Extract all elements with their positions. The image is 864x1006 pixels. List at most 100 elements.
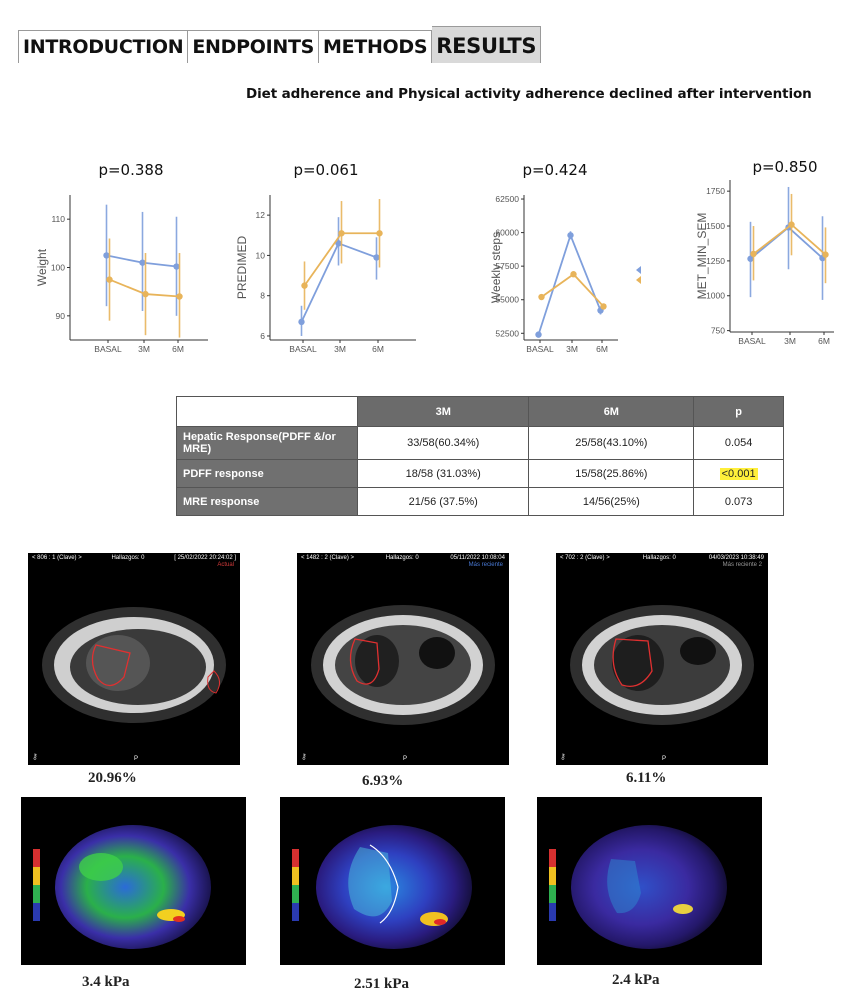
data-point: [750, 250, 757, 258]
cell-3m: 33/58(60.34%): [356, 426, 530, 460]
elastography-caption: 3.4 kPa: [82, 974, 130, 990]
mri-status: Actual: [217, 562, 234, 568]
y-tick-label: 60000: [495, 228, 519, 238]
chart-title: p=0.850: [752, 158, 817, 176]
mri-findings: Hallazgos: 0: [111, 555, 145, 561]
row-label: MRE response: [176, 487, 358, 516]
elastography-caption: 2.4 kPa: [612, 972, 660, 988]
data-point: [538, 293, 545, 301]
mri-header: < 1482 : 2 (Clave) > Hallazgos: 0 05/11/…: [301, 555, 505, 561]
header-3m: 3M: [356, 396, 530, 427]
data-point: [788, 221, 795, 228]
elastography-graphic: [549, 825, 727, 949]
header-blank: [176, 396, 358, 427]
mri-caption: 6.11%: [626, 770, 667, 786]
mri-scan-graphic: [570, 605, 754, 725]
key-icon: ⚷: [301, 752, 307, 761]
y-axis-label: MET_MIN_SEM: [695, 213, 709, 300]
mri-date: 05/11/2022 10:08:04: [450, 555, 505, 561]
data-point: [139, 259, 146, 266]
chart-predimed: p=0.061 6 8 10 12 BASAL 3M 6M PREDIMED: [235, 150, 420, 365]
table-header-row: 3M 6M p: [176, 396, 784, 427]
x-tick-label: 6M: [596, 344, 608, 354]
x-tick-label: 3M: [784, 336, 796, 346]
x-tick-label: BASAL: [738, 336, 766, 346]
mri-status: Más reciente: [468, 562, 503, 568]
mri-orientation-p: P: [134, 756, 139, 762]
data-point: [335, 240, 342, 247]
tab-methods[interactable]: METHODS: [319, 30, 433, 63]
chart-title: p=0.388: [98, 161, 163, 179]
header-p: p: [693, 396, 784, 427]
x-tick-label: BASAL: [526, 344, 554, 354]
data-point: [301, 282, 308, 289]
row-label: PDFF response: [176, 459, 358, 488]
x-tick-label: 3M: [334, 344, 346, 354]
cell-6m: 15/58(25.86%): [528, 459, 695, 488]
blue-marker-fragment: [636, 266, 641, 274]
y-tick-label: 12: [256, 210, 266, 220]
cell-p: 0.073: [693, 487, 784, 516]
tab-results[interactable]: RESULTS: [432, 26, 542, 63]
cell-6m: 14/56(25%): [528, 487, 695, 516]
y-axis-label: PREDIMED: [235, 235, 249, 299]
key-icon: ⚷: [560, 752, 566, 761]
chart-title: p=0.061: [293, 161, 358, 179]
elastography-graphic: [292, 825, 472, 949]
data-point: [373, 254, 380, 261]
chart-met-min-sem: p=0.850 750 1000 1250 1500 1750 BASAL 3M 6M MET_M…: [682, 150, 854, 365]
y-tick-label: 100: [51, 263, 65, 273]
mri-image-6m: < 702 : 2 (Clave) > Hallazgos: 0 04/03/2…: [556, 553, 768, 765]
cell-p: <0.001: [693, 459, 784, 488]
x-tick-label: 6M: [172, 344, 184, 354]
mri-caption: 6.93%: [362, 773, 404, 789]
data-point: [747, 255, 754, 262]
orange-marker-fragment: [636, 276, 641, 284]
data-point: [173, 263, 180, 270]
chart-title: p=0.424: [522, 161, 587, 179]
cell-p: 0.054: [693, 426, 784, 460]
highlighted-p-value: <0.001: [719, 467, 758, 480]
mri-series-label: < 702 : 2 (Clave) >: [560, 555, 610, 561]
data-point: [600, 303, 607, 310]
y-tick-label: 90: [56, 311, 66, 321]
data-point: [298, 318, 305, 326]
x-tick-label: 3M: [138, 344, 150, 354]
slide-subtitle: Diet adherence and Physical activity adh…: [246, 86, 812, 102]
y-tick-label: 1000: [706, 291, 725, 301]
tab-endpoints[interactable]: ENDPOINTS: [188, 30, 319, 63]
chart-met-min-sem-svg: p=0.850 750 1000 1250 1500 1750 BASAL 3M 6M MET_M…: [695, 158, 834, 346]
data-point: [535, 331, 542, 338]
y-tick-label: 1250: [706, 256, 725, 266]
data-point: [822, 251, 829, 258]
y-tick-label: 1750: [706, 186, 725, 196]
table-row: Hepatic Response(PDFF &/or MRE) 33/58(60…: [176, 426, 784, 460]
x-tick-label: BASAL: [289, 344, 317, 354]
mri-header: < 806 : 1 (Clave) > Hallazgos: 0 [ 25/02…: [32, 555, 236, 561]
tab-bar: INTRODUCTION ENDPOINTS METHODS RESULTS: [18, 26, 542, 63]
mri-status: Más reciente 2: [722, 562, 762, 568]
y-tick-label: 10: [256, 250, 266, 260]
row-label: Hepatic Response(PDFF &/or MRE): [176, 426, 358, 460]
mri-scan-graphic: [311, 605, 495, 725]
elastography-caption: 2.51 kPa: [354, 976, 410, 992]
y-tick-label: 57500: [495, 261, 519, 271]
tab-introduction[interactable]: INTRODUCTION: [18, 30, 189, 63]
y-tick-label: 8: [260, 291, 265, 301]
mri-image-3m: < 1482 : 2 (Clave) > Hallazgos: 0 05/11/…: [297, 553, 509, 765]
data-point: [103, 252, 110, 259]
series-line: [540, 273, 605, 308]
table-row: MRE response 21/56 (37.5%) 14/56(25%) 0.…: [176, 487, 784, 516]
x-tick-label: 3M: [566, 344, 578, 354]
mri-orientation-p: P: [403, 756, 408, 762]
cell-3m: 18/58 (31.03%): [356, 459, 530, 488]
chart-predimed-svg: p=0.061 6 8 10 12 BASAL 3M 6M PREDIMED: [235, 161, 416, 354]
y-tick-label: 110: [51, 214, 65, 224]
mri-caption: 20.96%: [88, 770, 137, 786]
chart-weight-svg: p=0.388 90 100 110 BASAL 3M 6M Weight: [35, 161, 208, 354]
mri-orientation-p: P: [662, 756, 667, 762]
elastography-image-6m: [537, 797, 762, 965]
mri-image-baseline: < 806 : 1 (Clave) > Hallazgos: 0 [ 25/02…: [28, 553, 240, 765]
x-tick-label: 6M: [818, 336, 830, 346]
data-point: [106, 276, 113, 283]
